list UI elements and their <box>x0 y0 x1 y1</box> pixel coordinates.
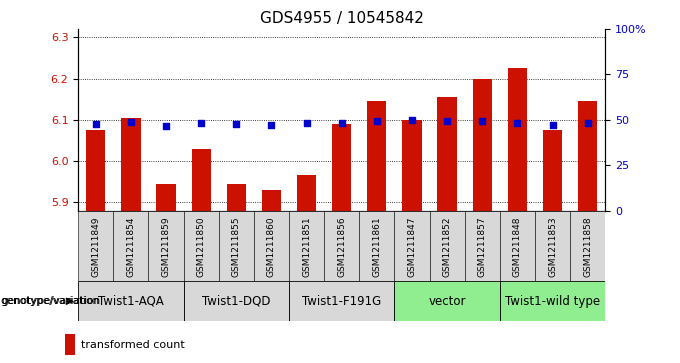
Bar <box>226 184 246 211</box>
Text: GSM1211855: GSM1211855 <box>232 216 241 277</box>
Point <box>547 122 558 128</box>
Point <box>301 120 312 126</box>
Bar <box>359 211 394 281</box>
Bar <box>192 149 211 211</box>
Bar <box>324 211 359 281</box>
Point <box>231 121 242 127</box>
Bar <box>156 184 175 211</box>
Point <box>407 117 418 123</box>
Point <box>512 120 523 126</box>
Text: GSM1211860: GSM1211860 <box>267 216 276 277</box>
Text: GSM1211850: GSM1211850 <box>197 216 205 277</box>
Text: GSM1211857: GSM1211857 <box>478 216 487 277</box>
Bar <box>394 281 500 321</box>
Bar <box>184 281 289 321</box>
Title: GDS4955 / 10545842: GDS4955 / 10545842 <box>260 12 424 26</box>
Text: Twist1-F191G: Twist1-F191G <box>302 295 381 308</box>
Bar <box>86 130 105 211</box>
Text: Twist1-AQA: Twist1-AQA <box>98 295 164 308</box>
Text: GSM1211847: GSM1211847 <box>407 216 416 277</box>
Point <box>371 118 382 124</box>
Text: GSM1211848: GSM1211848 <box>513 216 522 277</box>
Point <box>442 119 453 125</box>
Text: Twist1-DQD: Twist1-DQD <box>202 295 271 308</box>
Bar <box>121 118 141 211</box>
Bar <box>297 175 316 211</box>
Text: GSM1211856: GSM1211856 <box>337 216 346 277</box>
Bar <box>78 211 114 281</box>
Text: GSM1211849: GSM1211849 <box>91 216 100 277</box>
Text: genotype/variation: genotype/variation <box>1 296 101 306</box>
Bar <box>437 97 457 211</box>
Bar <box>367 101 386 211</box>
Bar <box>543 130 562 211</box>
Bar <box>508 68 527 211</box>
Point <box>160 123 171 129</box>
Bar <box>570 211 605 281</box>
Bar <box>332 124 352 211</box>
Text: GSM1211854: GSM1211854 <box>126 216 135 277</box>
Text: Twist1-wild type: Twist1-wild type <box>505 295 600 308</box>
Bar <box>500 211 535 281</box>
Text: genotype/variation: genotype/variation <box>0 296 99 306</box>
Bar <box>535 211 570 281</box>
Text: GSM1211853: GSM1211853 <box>548 216 557 277</box>
Text: GSM1211858: GSM1211858 <box>583 216 592 277</box>
Bar <box>148 211 184 281</box>
Point <box>336 120 347 126</box>
Bar <box>578 101 597 211</box>
Point <box>125 119 136 125</box>
Text: vector: vector <box>428 295 466 308</box>
Point <box>582 120 593 126</box>
Text: GSM1211852: GSM1211852 <box>443 216 452 277</box>
Point <box>196 120 207 126</box>
Bar <box>430 211 464 281</box>
Bar <box>464 211 500 281</box>
Text: transformed count: transformed count <box>81 340 185 350</box>
Point <box>90 121 101 127</box>
Bar <box>262 190 281 211</box>
Bar <box>184 211 219 281</box>
Bar <box>500 281 605 321</box>
Bar <box>78 281 184 321</box>
Point <box>266 122 277 128</box>
Bar <box>394 211 430 281</box>
Bar <box>289 281 394 321</box>
Bar <box>403 120 422 211</box>
Bar <box>289 211 324 281</box>
Bar <box>473 78 492 211</box>
Bar <box>65 334 75 355</box>
Text: GSM1211859: GSM1211859 <box>162 216 171 277</box>
Text: GSM1211861: GSM1211861 <box>373 216 381 277</box>
Point <box>477 118 488 123</box>
Bar <box>114 211 148 281</box>
Text: GSM1211851: GSM1211851 <box>302 216 311 277</box>
Bar <box>254 211 289 281</box>
Bar <box>219 211 254 281</box>
